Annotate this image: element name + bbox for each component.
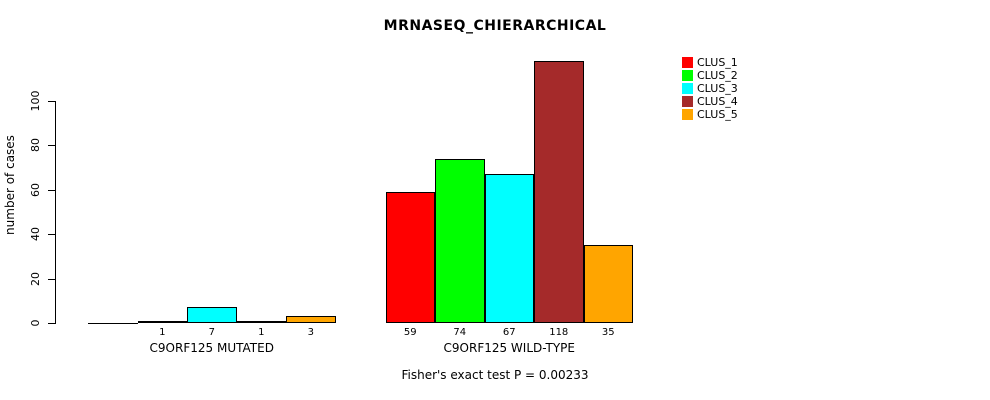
bar-value-label: 67 [502, 327, 516, 338]
legend-label: CLUS_4 [697, 95, 738, 108]
y-tick-mark [48, 323, 55, 324]
legend-swatch-clus_3 [682, 83, 693, 94]
bar-clus_5 [286, 316, 336, 323]
bar-value-label: 1 [258, 327, 265, 338]
bar-value-label: 7 [208, 327, 215, 338]
legend-item: CLUS_5 [682, 108, 738, 121]
chart-title: MRNASEQ_CHIERARCHICAL [383, 18, 607, 34]
y-axis-line [55, 101, 56, 324]
bar-clus_2 [137, 321, 187, 323]
group-label: C9ORF125 MUTATED [149, 341, 274, 355]
legend-label: CLUS_5 [697, 108, 738, 121]
legend-item: CLUS_4 [682, 95, 738, 108]
legend-swatch-clus_5 [682, 109, 693, 120]
bar-clus_4 [236, 321, 286, 323]
bar-clus_1-zero [88, 323, 138, 324]
legend-label: CLUS_1 [697, 56, 738, 69]
y-tick-mark [48, 234, 55, 236]
bar-clus_3 [187, 307, 237, 323]
bar-clus_3 [484, 174, 534, 323]
y-tick-label: 60 [29, 182, 42, 197]
y-tick-mark [48, 145, 55, 147]
bar-value-label: 1 [159, 327, 166, 338]
bar-value-label: 118 [549, 327, 569, 338]
y-tick-mark [48, 189, 55, 191]
bar-clus_1 [385, 192, 435, 323]
legend-label: CLUS_3 [697, 82, 738, 95]
y-tick-label: 0 [29, 319, 42, 327]
legend-label: CLUS_2 [697, 69, 738, 82]
legend: CLUS_1 CLUS_2 CLUS_3 CLUS_4 CLUS_5 [682, 56, 738, 121]
legend-swatch-clus_2 [682, 70, 693, 81]
bar-value-label: 59 [403, 327, 417, 338]
y-tick-label: 20 [29, 271, 42, 286]
y-tick-mark [48, 278, 55, 280]
bar-value-label: 74 [453, 327, 467, 338]
legend-swatch-clus_1 [682, 57, 693, 68]
y-tick-label: 40 [29, 227, 42, 242]
legend-item: CLUS_2 [682, 69, 738, 82]
bar-value-label: 3 [307, 327, 314, 338]
group-label: C9ORF125 WILD-TYPE [443, 341, 575, 355]
bar-clus_2 [435, 159, 485, 323]
annotation-text: Fisher's exact test P = 0.00233 [401, 368, 589, 382]
bar-value-label: 35 [601, 327, 615, 338]
bar-clus_4 [534, 61, 584, 323]
y-tick-label: 80 [29, 138, 42, 153]
y-tick-mark [48, 101, 55, 102]
bar-clus_5 [583, 245, 633, 323]
y-axis-label: number of cases [3, 135, 17, 235]
legend-item: CLUS_3 [682, 82, 738, 95]
y-tick-label: 100 [29, 90, 42, 112]
legend-item: CLUS_1 [682, 56, 738, 69]
legend-swatch-clus_4 [682, 96, 693, 107]
